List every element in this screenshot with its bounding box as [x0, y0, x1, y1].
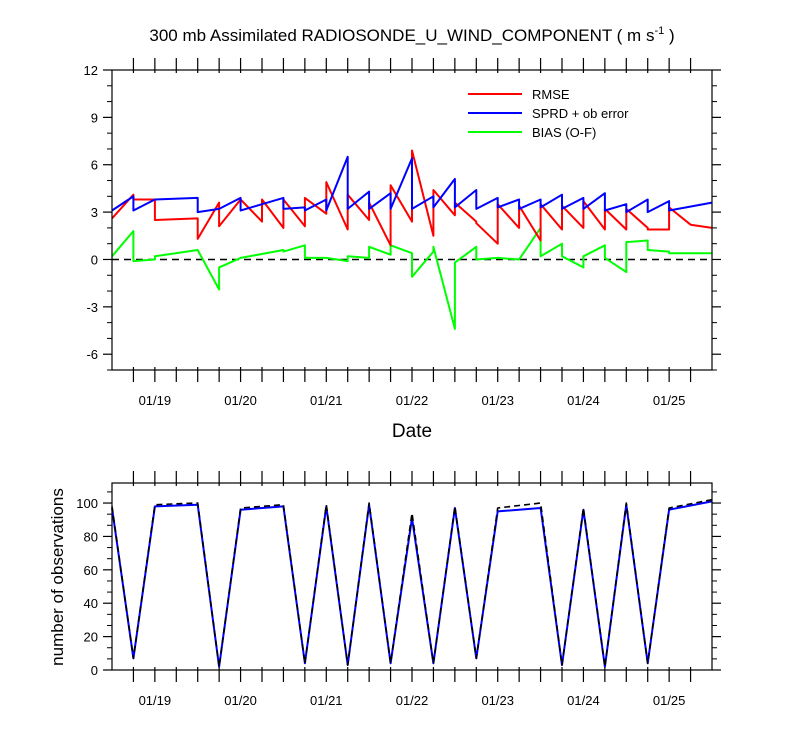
top-x-tick-label: 01/24 — [567, 393, 600, 408]
top-y-tick-label: 3 — [91, 205, 98, 220]
legend-label-0: RMSE — [532, 87, 570, 102]
bottom-y-tick-label: 80 — [84, 529, 98, 544]
top-axes-group: -6 -3 0 3 6 9 12 01/19 01/20 01/21 01/22 01/23 01/24… — [84, 58, 721, 408]
bottom-y-tick-label: 0 — [91, 663, 98, 678]
bottom-y-tick-label: 20 — [84, 630, 98, 645]
top-series-line-2 — [111, 226, 712, 330]
legend: RMSE SPRD + ob error BIAS (O-F) — [468, 87, 629, 140]
top-x-tick-label: 01/19 — [139, 393, 172, 408]
bottom-x-tick-label: 01/22 — [396, 693, 429, 708]
top-y-tick-label: -6 — [86, 347, 98, 362]
bottom-plot-frame — [111, 482, 713, 671]
top-y-tick-label: 0 — [91, 252, 98, 267]
bottom-series-group — [111, 498, 713, 668]
y-axis-label-observations: number of observations — [48, 488, 67, 666]
top-x-tick-label: 01/25 — [653, 393, 686, 408]
top-x-tick-label: 01/23 — [481, 393, 514, 408]
bottom-y-tick-label: 60 — [84, 563, 98, 578]
bottom-y-tick-label: 100 — [76, 496, 98, 511]
bottom-x-tick-label: 01/24 — [567, 693, 600, 708]
top-x-tick-label: 01/20 — [224, 393, 257, 408]
chart-title: 300 mb Assimilated RADIOSONDE_U_WIND_COM… — [149, 25, 674, 45]
bottom-y-tick-label: 40 — [84, 596, 98, 611]
bottom-x-tick-label: 01/19 — [139, 693, 172, 708]
legend-label-1: SPRD + ob error — [532, 106, 629, 121]
bottom-x-tick-label: 01/20 — [224, 693, 257, 708]
top-y-tick-label: 6 — [91, 158, 98, 173]
bottom-chart: 0 20 40 60 80 100 01/19 01/20 01/21 01/22 01/23 01/… — [48, 471, 721, 708]
bottom-axes-group: 0 20 40 60 80 100 01/19 01/20 01/21 01/22 01/23 01/… — [76, 471, 721, 708]
bottom-x-tick-label: 01/21 — [310, 693, 343, 708]
chart-title-end: ) — [664, 26, 674, 45]
top-series-group — [111, 149, 713, 330]
top-y-tick-label: 12 — [84, 63, 98, 78]
legend-label-2: BIAS (O-F) — [532, 125, 596, 140]
chart-title-superscript: -1 — [654, 25, 664, 37]
bottom-x-tick-label: 01/25 — [653, 693, 686, 708]
top-chart: 300 mb Assimilated RADIOSONDE_U_WIND_COM… — [84, 25, 721, 442]
top-y-tick-label: 9 — [91, 110, 98, 125]
bottom-x-tick-label: 01/23 — [481, 693, 514, 708]
top-y-tick-label: -3 — [86, 300, 98, 315]
top-x-tick-label: 01/22 — [396, 393, 429, 408]
bottom-series-line-1 — [111, 500, 713, 668]
top-series-line-0 — [111, 149, 713, 247]
top-series-line-1 — [111, 155, 713, 214]
top-x-tick-label: 01/21 — [310, 393, 343, 408]
chart-title-main: 300 mb Assimilated RADIOSONDE_U_WIND_COM… — [149, 26, 654, 45]
x-axis-label: Date — [392, 421, 432, 442]
